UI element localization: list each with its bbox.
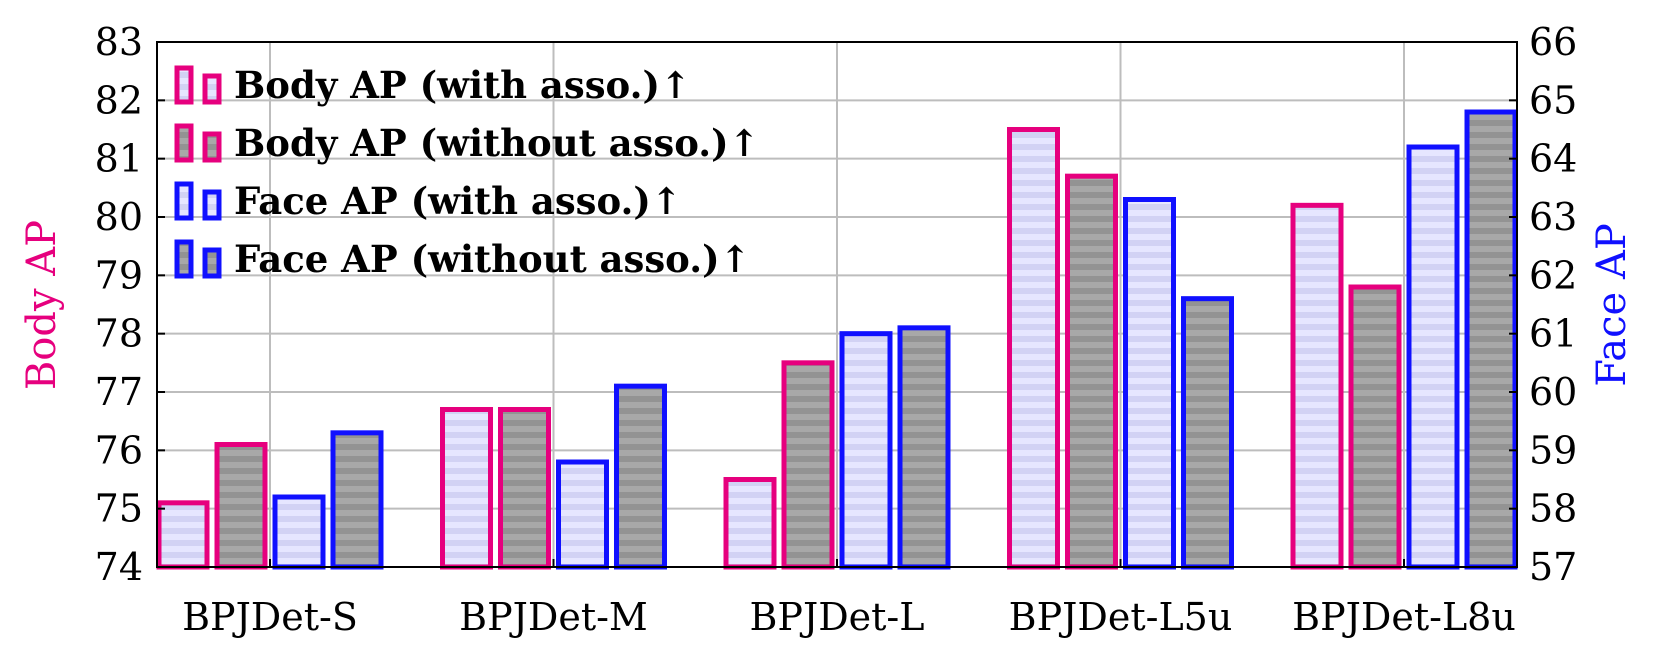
gridlines — [157, 41, 1517, 568]
bar — [781, 360, 835, 570]
y-tick-label-left: 77 — [95, 370, 143, 414]
bar — [1290, 202, 1344, 570]
bar — [614, 383, 667, 570]
legend-swatch — [174, 65, 194, 105]
y-tick-label-left: 82 — [95, 78, 143, 122]
y-tick-label-left: 74 — [95, 545, 143, 589]
x-tick-label: BPJDet-S — [182, 595, 358, 639]
legend-label: Body AP (with asso.)↑ — [234, 63, 691, 107]
y-tick-label-right: 57 — [1529, 545, 1577, 589]
bar — [272, 494, 326, 570]
legend: Body AP (with asso.)↑ Body AP (without as… — [174, 63, 760, 281]
y-tick-label-right: 59 — [1529, 428, 1577, 472]
y-tick-label-left: 76 — [95, 428, 143, 472]
bar — [897, 325, 951, 570]
legend-swatch — [174, 181, 194, 221]
legend-entry: Body AP (without asso.)↑ — [174, 121, 760, 165]
y-tick-label-right: 63 — [1529, 195, 1577, 239]
bar — [1406, 144, 1460, 570]
bar — [1464, 109, 1518, 570]
x-tick-label: BPJDet-L — [749, 595, 924, 639]
bar — [1181, 296, 1234, 570]
bar — [839, 331, 893, 570]
y-tick-label-left: 80 — [95, 195, 143, 239]
bar — [1123, 197, 1176, 570]
bar — [723, 477, 777, 570]
legend-label: Body AP (without asso.)↑ — [234, 121, 760, 165]
y-tick-label-right: 60 — [1529, 370, 1577, 414]
y-tick-label-right: 66 — [1529, 20, 1577, 64]
bar — [1007, 127, 1060, 570]
y-axis-left-title: Body AP — [19, 220, 65, 390]
y-tick-label-right: 61 — [1529, 312, 1577, 356]
bar — [1348, 284, 1402, 570]
y-tick-label-left: 81 — [95, 137, 143, 181]
y-tick-label-right: 64 — [1529, 137, 1577, 181]
bar — [1065, 173, 1118, 570]
y-tick-label-left: 79 — [95, 253, 143, 297]
bars — [156, 109, 1518, 570]
bar — [556, 459, 609, 570]
legend-swatch — [202, 131, 222, 163]
bar — [156, 500, 210, 570]
legend-swatch — [174, 123, 194, 163]
y-tick-label-right: 58 — [1529, 487, 1577, 531]
y-tick-label-right: 65 — [1529, 78, 1577, 122]
x-tick-label: BPJDet-M — [459, 595, 648, 639]
y-tick-label-left: 75 — [95, 487, 143, 531]
bar — [330, 430, 384, 570]
bar — [440, 407, 493, 570]
legend-swatch — [202, 73, 222, 105]
x-tick-label: BPJDet-L5u — [1009, 595, 1233, 639]
legend-entry: Face AP (without asso.)↑ — [174, 237, 751, 281]
legend-swatch — [202, 189, 222, 221]
legend-entry: Body AP (with asso.)↑ — [174, 63, 691, 107]
legend-swatch — [202, 247, 222, 279]
bar — [498, 407, 551, 570]
legend-label: Face AP (without asso.)↑ — [234, 237, 751, 281]
x-tick-label: BPJDet-L8u — [1292, 595, 1516, 639]
y-axis-right-title: Face AP — [1589, 223, 1635, 386]
y-tick-label-left: 78 — [95, 312, 143, 356]
bar — [214, 442, 268, 570]
y-tick-label-left: 83 — [95, 20, 143, 64]
legend-entry: Face AP (with asso.)↑ — [174, 179, 682, 223]
axis-ticks: 74 75 76 77 78 79 80 81 82 83 57 58 59 60 61 62 63 64 65 66… — [95, 20, 1578, 639]
legend-label: Face AP (with asso.)↑ — [234, 179, 682, 223]
legend-swatch — [174, 239, 194, 279]
y-tick-label-right: 62 — [1529, 253, 1577, 297]
